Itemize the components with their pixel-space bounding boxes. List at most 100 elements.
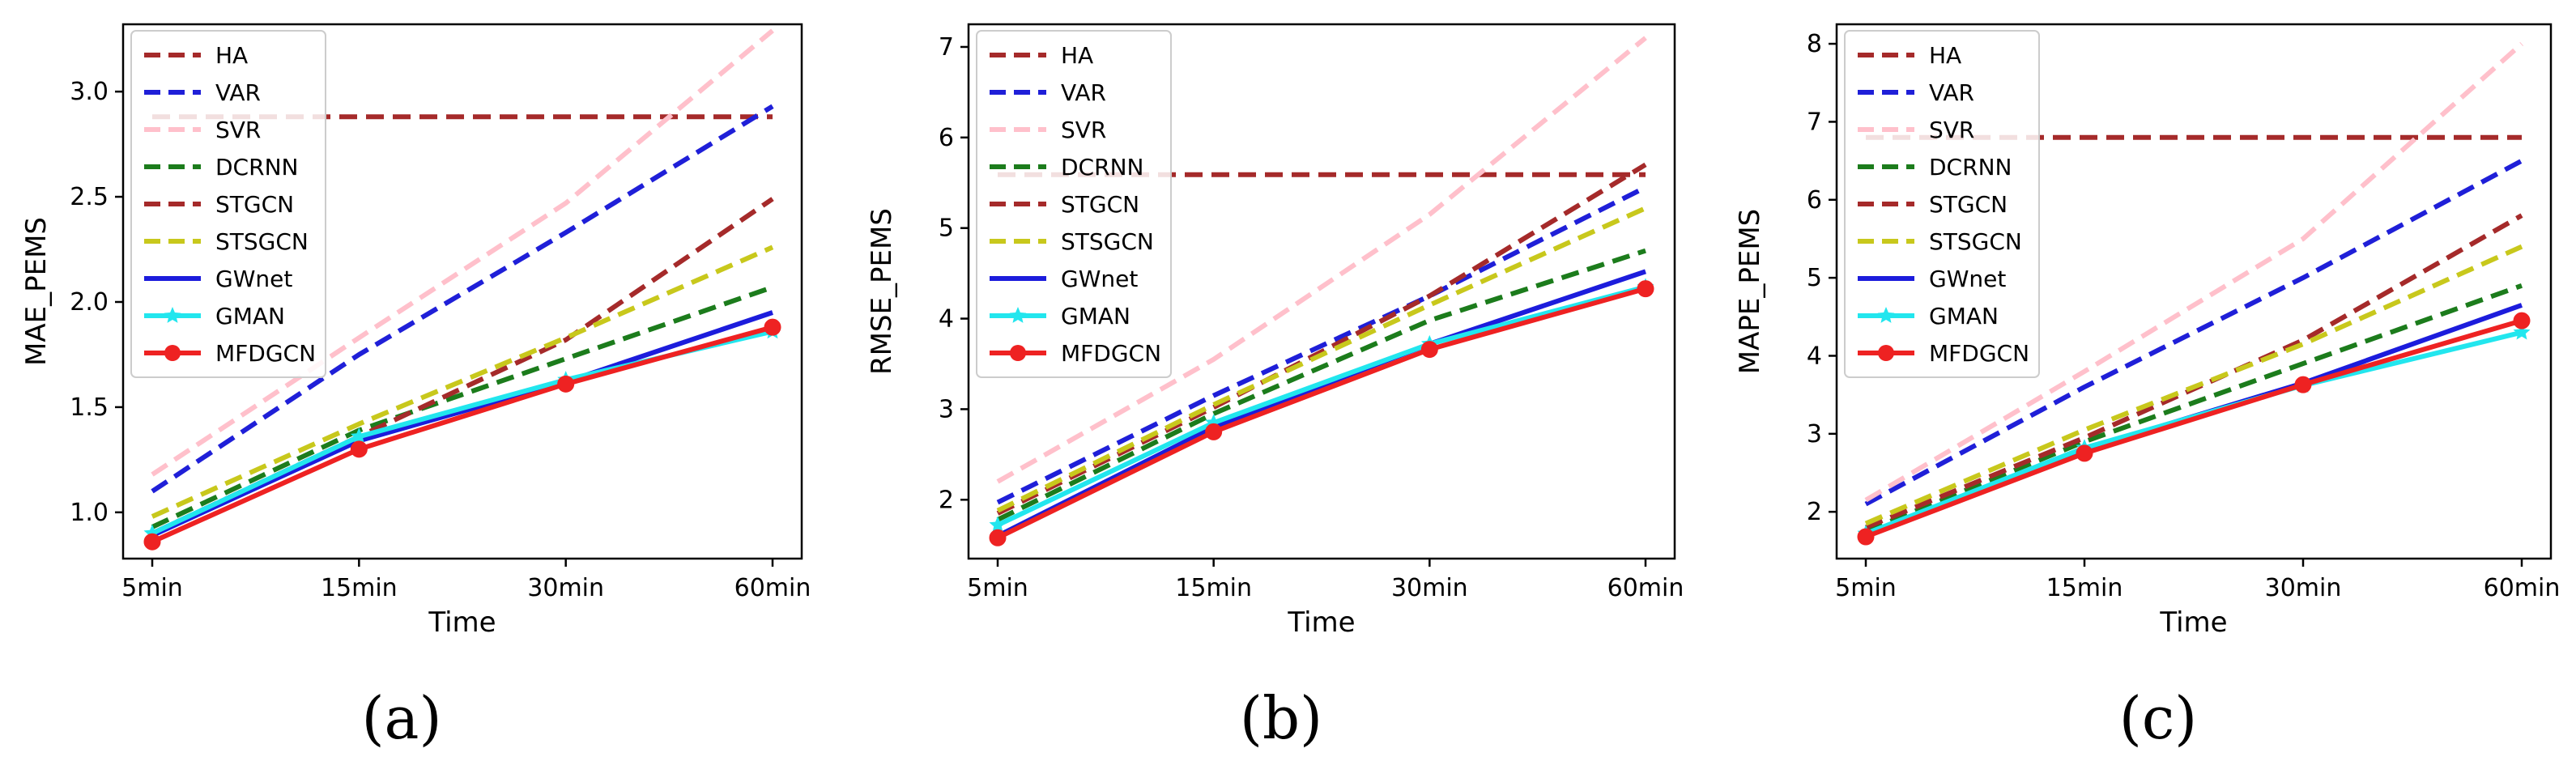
x-tick-label: 5min — [1835, 574, 1897, 602]
legend-label-ha: HA — [1929, 42, 1961, 69]
panel-caption: (c) — [2119, 684, 2198, 752]
x-tick-label: 15min — [1175, 574, 1252, 602]
series-line-dcrnn — [996, 248, 1646, 522]
x-tick-label: 15min — [321, 574, 398, 602]
series-line-gman — [996, 284, 1646, 528]
series-line-svr — [151, 28, 774, 477]
x-tick-label: 60min — [734, 574, 811, 602]
legend-label-mfdgcn: MFDGCN — [1061, 340, 1161, 367]
legend-label-stgcn: STGCN — [1929, 191, 2008, 218]
legend-label-gwnet: GWnet — [1061, 266, 1138, 292]
legend-label-ha: HA — [1061, 42, 1093, 69]
y-tick-label: 2 — [939, 486, 954, 514]
legend: HA VAR SVR DCRNN STGCN STSGCN GWnet GMAN MFDGCN — [976, 30, 1172, 378]
legend-marker-mfdgcn — [164, 345, 181, 361]
legend-label-var: VAR — [1929, 79, 1974, 106]
series-line-mfdgcn — [996, 286, 1646, 540]
data-point-mfdgcn — [2513, 312, 2531, 329]
plot-frame — [1835, 23, 2553, 560]
legend-marker-gman — [1877, 307, 1895, 323]
data-point-gman — [989, 516, 1007, 533]
legend-label-dcrnn: DCRNN — [215, 154, 298, 181]
y-tick-label: 1.5 — [70, 393, 109, 422]
legend-marker-gman — [164, 307, 181, 323]
y-tick-label: 7 — [939, 33, 954, 62]
legend-label-stsgcn: STSGCN — [215, 228, 309, 255]
legend-label-stgcn: STGCN — [215, 191, 294, 218]
y-tick-label: 1.0 — [70, 499, 109, 527]
legend-label-gwnet: GWnet — [1929, 266, 2006, 292]
data-point-mfdgcn — [2294, 376, 2312, 393]
legend: HA VAR SVR DCRNN STGCN STSGCN GWnet GMAN MFDGCN — [1844, 30, 2040, 378]
x-tick-label: 5min — [967, 574, 1028, 602]
legend-marker-mfdgcn — [1010, 345, 1026, 361]
x-tick-label: 30min — [527, 574, 604, 602]
y-tick-label: 3 — [1807, 420, 1822, 449]
chart-3: 2 3 4 5 6 7 8 5min 15min 30min 60min Time MAPE_PEMS H… — [1734, 23, 2560, 752]
y-tick-label: 6 — [1807, 186, 1822, 215]
series-line-stgcn — [996, 162, 1647, 516]
series-line-svr — [1864, 41, 2523, 503]
x-tick-label: 15min — [2046, 574, 2123, 602]
y-tick-label: 3.0 — [70, 78, 109, 106]
y-axis-title: MAPE_PEMS — [1734, 209, 1766, 374]
y-tick-label: 3 — [939, 395, 954, 423]
series-line-gwnet — [151, 310, 773, 538]
legend: HA VAR SVR DCRNN STGCN STSGCN GWnet GMAN MFDGCN — [130, 30, 326, 378]
legend-marker-mfdgcn — [1878, 345, 1894, 361]
legend-label-dcrnn: DCRNN — [1061, 154, 1143, 181]
legend-marker-gman — [1009, 307, 1027, 323]
chart-1: 1.0 1.5 2.0 2.5 3.0 5min 15min 30min 60min Time MA… — [20, 23, 811, 752]
series-line-var — [996, 185, 1647, 505]
y-tick-label: 2.5 — [70, 183, 109, 211]
legend-label-gman: GMAN — [1929, 303, 1999, 329]
legend-label-svr: SVR — [1929, 117, 1974, 143]
chart-2: 2 3 4 5 6 7 5min 15min 30min 60min Time RMSE_PEMS HA… — [866, 23, 1684, 752]
legend-label-mfdgcn: MFDGCN — [1929, 340, 2029, 367]
legend-label-var: VAR — [215, 79, 261, 106]
data-point-mfdgcn — [350, 440, 368, 458]
legend-label-svr: SVR — [1061, 117, 1106, 143]
series-line-var — [1864, 158, 2523, 507]
legend-label-dcrnn: DCRNN — [1929, 154, 2012, 181]
y-tick-label: 4 — [939, 305, 954, 334]
data-point-gman — [2513, 323, 2531, 340]
data-point-mfdgcn — [1857, 528, 1875, 546]
data-point-gman — [350, 427, 368, 444]
series-line-stsgcn — [996, 206, 1647, 513]
y-tick-label: 8 — [1807, 30, 1822, 58]
legend-label-mfdgcn: MFDGCN — [215, 340, 316, 367]
legend-label-gman: GMAN — [1061, 303, 1130, 329]
data-point-mfdgcn — [557, 375, 575, 393]
legend-box — [1844, 30, 2040, 378]
series-line-dcrnn — [1864, 283, 2523, 534]
data-point-mfdgcn — [2076, 444, 2093, 462]
data-point-mfdgcn — [764, 318, 781, 336]
x-tick-label: 30min — [1391, 574, 1468, 602]
legend-label-svr: SVR — [215, 117, 261, 143]
y-tick-label: 2 — [1807, 498, 1822, 526]
series-line-var — [151, 104, 774, 494]
data-point-mfdgcn — [1637, 280, 1654, 298]
series-line-mfdgcn — [1864, 318, 2523, 539]
series-line-stsgcn — [151, 244, 774, 519]
y-tick-label: 2.0 — [70, 288, 109, 317]
legend-label-gwnet: GWnet — [215, 266, 292, 292]
y-tick-label: 5 — [1807, 264, 1822, 292]
legend-label-gman: GMAN — [215, 303, 285, 329]
legend-label-stsgcn: STSGCN — [1061, 228, 1154, 255]
plot-frame — [967, 23, 1676, 560]
legend-label-ha: HA — [215, 42, 248, 69]
data-point-mfdgcn — [1420, 341, 1438, 359]
panel-caption: (a) — [361, 684, 441, 752]
series-line-mfdgcn — [151, 325, 773, 544]
legend-box — [976, 30, 1172, 378]
data-point-mfdgcn — [1205, 423, 1223, 440]
panel-caption: (b) — [1240, 684, 1322, 752]
data-point-mfdgcn — [989, 529, 1007, 546]
x-axis-title: Time — [2159, 606, 2227, 639]
plot-frame — [121, 23, 803, 560]
y-tick-label: 5 — [939, 215, 954, 243]
series-line-dcrnn — [151, 284, 773, 529]
